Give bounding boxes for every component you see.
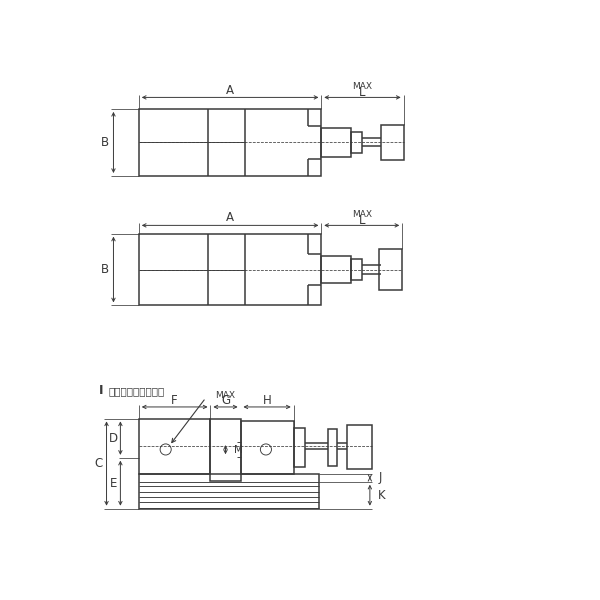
Text: M: M <box>234 445 242 455</box>
Text: K: K <box>378 488 386 502</box>
Text: G: G <box>221 394 230 407</box>
Bar <box>139 419 211 474</box>
Text: MAX: MAX <box>352 210 372 219</box>
Text: B: B <box>101 136 109 149</box>
Text: C: C <box>94 457 103 470</box>
Text: B: B <box>101 263 109 276</box>
Text: A: A <box>226 83 234 97</box>
Text: A: A <box>226 211 234 224</box>
Bar <box>322 256 352 283</box>
Bar <box>379 249 402 290</box>
Text: MAX: MAX <box>215 391 235 400</box>
Bar <box>139 474 319 509</box>
Bar <box>139 233 322 305</box>
Bar <box>293 428 305 467</box>
Bar <box>241 421 293 474</box>
Bar <box>352 132 362 153</box>
Text: E: E <box>110 476 118 490</box>
Text: F: F <box>172 394 178 407</box>
Text: D: D <box>109 431 118 445</box>
Bar <box>382 125 404 160</box>
Bar <box>322 128 352 157</box>
Bar <box>352 259 362 280</box>
Bar <box>347 425 372 469</box>
Bar <box>211 419 241 481</box>
Text: MAX: MAX <box>352 82 373 91</box>
Text: L: L <box>359 86 366 99</box>
Bar <box>139 109 322 176</box>
Text: （ストッパーネジ）: （ストッパーネジ） <box>109 386 165 396</box>
Text: L: L <box>359 214 365 227</box>
Text: H: H <box>263 394 271 407</box>
Text: J: J <box>378 472 382 484</box>
Text: I: I <box>98 384 103 397</box>
Bar <box>328 429 337 466</box>
